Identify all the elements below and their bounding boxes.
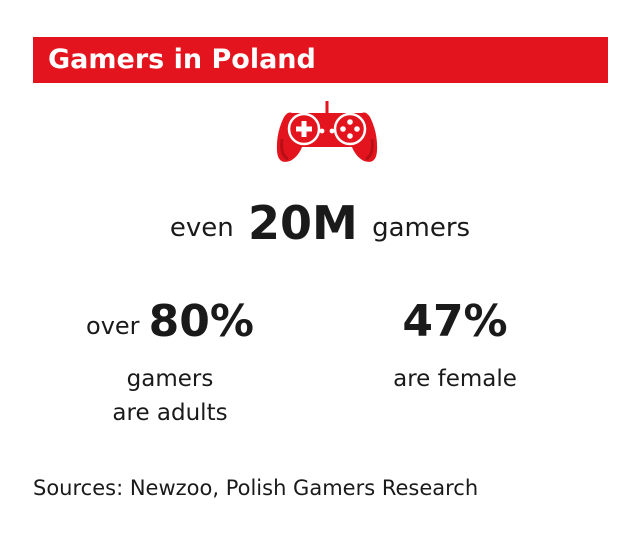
headline-prefix: even <box>169 213 234 243</box>
page-title: Gamers in Poland <box>48 44 316 75</box>
title-banner: Gamers in Poland <box>33 37 608 83</box>
headline-value: 20M <box>248 196 358 250</box>
stat-value: 80% <box>148 296 254 347</box>
stat-female: 47% are female <box>360 296 550 396</box>
gamepad-icon <box>274 99 380 171</box>
stat-adults: over 80% gamers are adults <box>60 296 280 430</box>
stat-label-line2: are adults <box>112 400 228 426</box>
stat-prefix: over <box>86 312 140 340</box>
stat-label-line1: gamers <box>126 366 214 392</box>
stat-value: 47% <box>402 296 508 347</box>
headline-suffix: gamers <box>372 213 471 243</box>
headline: even 20M gamers <box>0 196 640 250</box>
sources-note: Sources: Newzoo, Polish Gamers Research <box>33 476 479 500</box>
stat-label-line1: are female <box>393 366 517 392</box>
